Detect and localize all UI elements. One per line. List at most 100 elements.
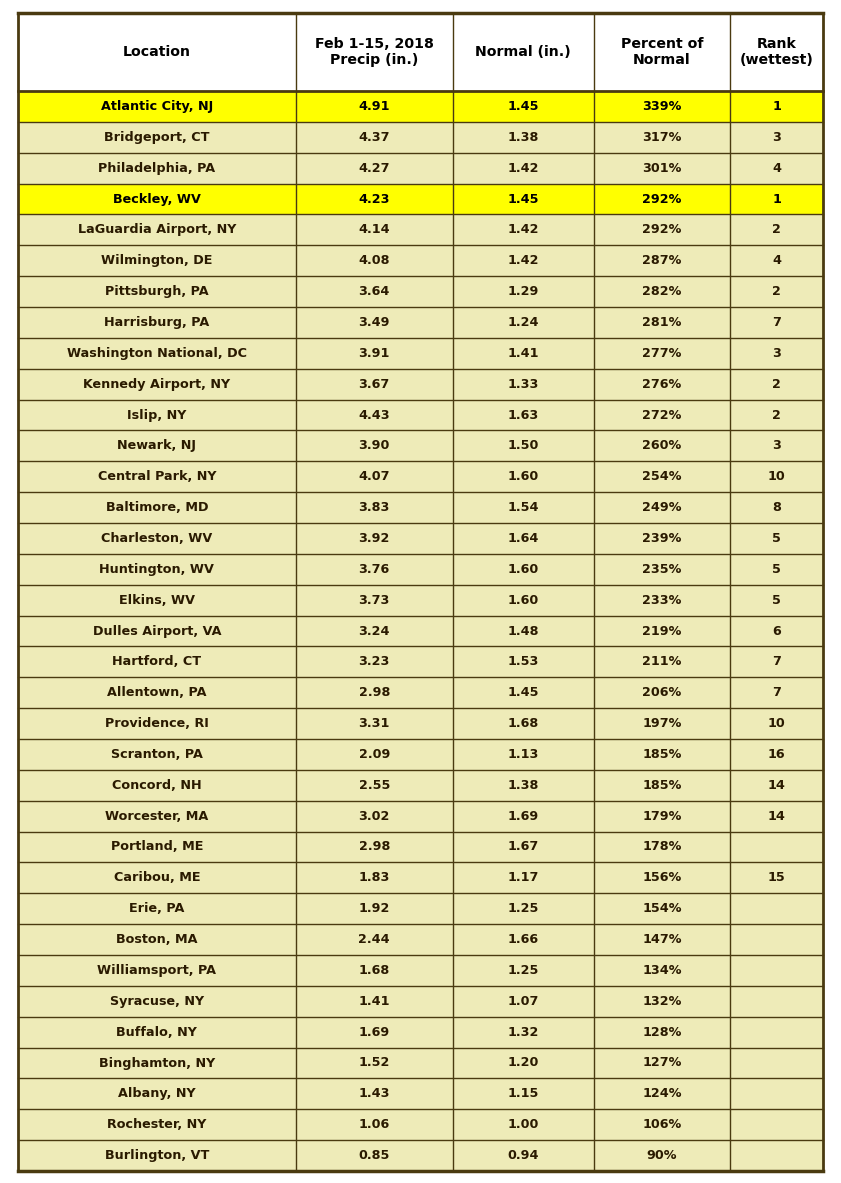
Text: 1.67: 1.67 xyxy=(507,840,539,853)
Text: 282%: 282% xyxy=(643,285,682,298)
Text: 1.24: 1.24 xyxy=(507,316,539,329)
Text: 3.91: 3.91 xyxy=(358,347,390,360)
Text: 14: 14 xyxy=(768,778,785,791)
Text: 7: 7 xyxy=(772,686,781,699)
Text: Wilmington, DE: Wilmington, DE xyxy=(101,254,213,267)
Text: Scranton, PA: Scranton, PA xyxy=(111,748,203,761)
Text: 2.98: 2.98 xyxy=(358,840,390,853)
Text: 128%: 128% xyxy=(643,1026,682,1039)
Text: 1.33: 1.33 xyxy=(507,377,539,390)
Bar xyxy=(18,492,823,523)
Text: 5: 5 xyxy=(772,563,781,576)
Text: 124%: 124% xyxy=(643,1087,682,1100)
Text: 1.68: 1.68 xyxy=(507,717,539,730)
Text: 2.09: 2.09 xyxy=(358,748,390,761)
Text: 5: 5 xyxy=(772,532,781,545)
Text: 1.50: 1.50 xyxy=(507,439,539,452)
Text: 4.27: 4.27 xyxy=(358,162,390,175)
Text: 7: 7 xyxy=(772,316,781,329)
Text: 1.17: 1.17 xyxy=(507,872,539,885)
Bar xyxy=(18,214,823,245)
Text: 1.68: 1.68 xyxy=(358,964,390,977)
Text: 277%: 277% xyxy=(643,347,682,360)
Text: 179%: 179% xyxy=(643,809,682,822)
Text: 1: 1 xyxy=(772,193,781,206)
Text: 292%: 292% xyxy=(643,224,682,237)
Bar xyxy=(18,183,823,214)
Text: Rank
(wettest): Rank (wettest) xyxy=(740,37,813,67)
Text: Charleston, WV: Charleston, WV xyxy=(101,532,213,545)
Text: 287%: 287% xyxy=(643,254,682,267)
Text: 3: 3 xyxy=(772,131,781,144)
Text: Location: Location xyxy=(123,45,191,59)
Text: 254%: 254% xyxy=(643,470,682,483)
Text: 1.25: 1.25 xyxy=(507,964,539,977)
Text: 3.49: 3.49 xyxy=(358,316,390,329)
Bar xyxy=(18,91,823,122)
Text: 1.69: 1.69 xyxy=(358,1026,390,1039)
Text: 10: 10 xyxy=(768,470,785,483)
Bar xyxy=(18,461,823,492)
Text: 4.37: 4.37 xyxy=(358,131,390,144)
Text: 1.52: 1.52 xyxy=(358,1056,390,1069)
Text: 7: 7 xyxy=(772,655,781,668)
Text: Burlington, VT: Burlington, VT xyxy=(104,1149,209,1162)
Bar xyxy=(18,646,823,678)
Bar xyxy=(18,893,823,924)
Text: 2.98: 2.98 xyxy=(358,686,390,699)
Bar xyxy=(18,1110,823,1140)
Text: 317%: 317% xyxy=(643,131,682,144)
Text: 3.73: 3.73 xyxy=(358,594,390,607)
Bar xyxy=(18,523,823,554)
Text: 1.00: 1.00 xyxy=(507,1118,539,1131)
Text: 1.92: 1.92 xyxy=(358,903,390,916)
Text: Bridgeport, CT: Bridgeport, CT xyxy=(104,131,209,144)
Text: Central Park, NY: Central Park, NY xyxy=(98,470,216,483)
Text: 134%: 134% xyxy=(643,964,682,977)
Text: 3: 3 xyxy=(772,439,781,452)
Text: Philadelphia, PA: Philadelphia, PA xyxy=(98,162,215,175)
Text: 4: 4 xyxy=(772,254,781,267)
Text: 1.15: 1.15 xyxy=(507,1087,539,1100)
Text: 154%: 154% xyxy=(643,903,682,916)
Text: 2.55: 2.55 xyxy=(358,778,390,791)
Text: 1: 1 xyxy=(772,99,781,112)
Bar xyxy=(18,1140,823,1171)
Text: Syracuse, NY: Syracuse, NY xyxy=(110,995,204,1008)
Bar xyxy=(18,338,823,369)
Text: Portland, ME: Portland, ME xyxy=(111,840,203,853)
Text: 90%: 90% xyxy=(647,1149,677,1162)
Text: 1.38: 1.38 xyxy=(507,778,539,791)
Text: Kennedy Airport, NY: Kennedy Airport, NY xyxy=(83,377,230,390)
Text: 185%: 185% xyxy=(643,778,682,791)
Text: 1.20: 1.20 xyxy=(507,1056,539,1069)
Text: Pittsburgh, PA: Pittsburgh, PA xyxy=(105,285,209,298)
Text: 1.07: 1.07 xyxy=(507,995,539,1008)
Text: Caribou, ME: Caribou, ME xyxy=(114,872,200,885)
Text: Baltimore, MD: Baltimore, MD xyxy=(106,502,208,515)
Text: 1.45: 1.45 xyxy=(507,99,539,112)
Text: 10: 10 xyxy=(768,717,785,730)
Text: Erie, PA: Erie, PA xyxy=(130,903,184,916)
Text: 1.54: 1.54 xyxy=(507,502,539,515)
Text: 1.42: 1.42 xyxy=(507,254,539,267)
Text: 4.14: 4.14 xyxy=(358,224,390,237)
Text: 2: 2 xyxy=(772,224,781,237)
Text: 1.29: 1.29 xyxy=(507,285,539,298)
Text: 249%: 249% xyxy=(643,502,682,515)
Text: 178%: 178% xyxy=(643,840,682,853)
Text: 292%: 292% xyxy=(643,193,682,206)
Text: 3.67: 3.67 xyxy=(358,377,390,390)
Text: 1.42: 1.42 xyxy=(507,162,539,175)
Text: LaGuardia Airport, NY: LaGuardia Airport, NY xyxy=(77,224,236,237)
Text: 3.02: 3.02 xyxy=(358,809,390,822)
Text: Worcester, MA: Worcester, MA xyxy=(105,809,209,822)
Text: Buffalo, NY: Buffalo, NY xyxy=(116,1026,198,1039)
Bar xyxy=(18,308,823,338)
Text: 1.38: 1.38 xyxy=(507,131,539,144)
Text: 206%: 206% xyxy=(643,686,681,699)
Text: 1.41: 1.41 xyxy=(507,347,539,360)
Text: 235%: 235% xyxy=(643,563,682,576)
Text: 15: 15 xyxy=(768,872,785,885)
Bar xyxy=(18,276,823,308)
